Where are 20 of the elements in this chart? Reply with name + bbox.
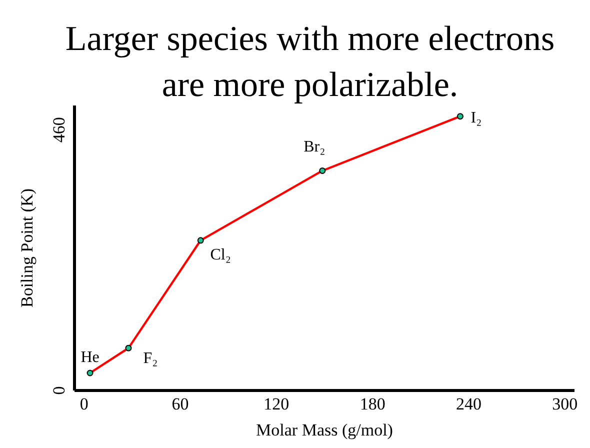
- y-axis-title: Boiling Point (K): [18, 188, 36, 308]
- x-tick-label: 240: [456, 394, 482, 414]
- x-tick-label: 300: [552, 394, 578, 414]
- annotation: He: [80, 349, 100, 366]
- point: [319, 167, 326, 174]
- x-tick-label: 0: [80, 394, 88, 414]
- annotation: Cl₂: [210, 246, 231, 264]
- chart-title: Larger species with more electrons are more polarizable.: [65, 19, 555, 104]
- x-tick-label: 60: [172, 394, 189, 414]
- x-tick-label: 180: [360, 394, 386, 414]
- y-tick-label: 460: [50, 117, 68, 143]
- annotation: I₂: [470, 109, 482, 126]
- point: [86, 370, 94, 376]
- x-tick-label: 120: [264, 394, 290, 414]
- annotation: Br₂: [304, 138, 326, 156]
- x-axis-title: Molar Mass (g/mol): [256, 420, 393, 440]
- annotation: F₂: [143, 350, 158, 368]
- point: [125, 344, 132, 352]
- point: [456, 113, 464, 120]
- point: [197, 237, 204, 244]
